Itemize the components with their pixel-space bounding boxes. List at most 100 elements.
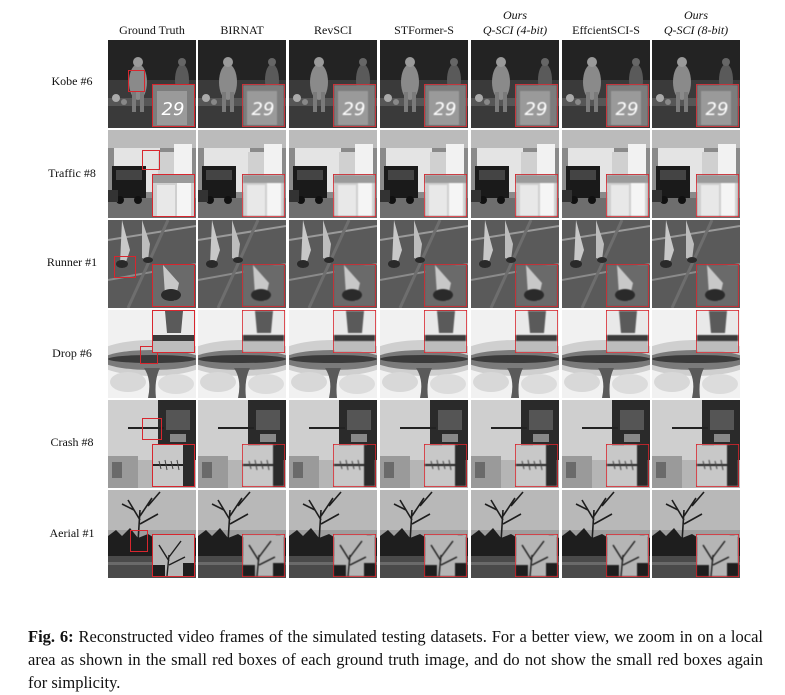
zoom-inset — [696, 264, 739, 307]
frame-aerial-col1 — [198, 490, 286, 578]
column-header-line: Ours — [683, 8, 708, 22]
zoom-inset — [242, 310, 285, 353]
zoom-jersey-number: 29 — [343, 99, 366, 120]
zoom-inset — [424, 310, 467, 353]
frame-crash-col6 — [652, 400, 740, 488]
zoom-inset — [152, 174, 195, 217]
zoom-inset: 29 — [515, 84, 558, 127]
frame-drop-col2 — [289, 310, 377, 398]
column-header: Ground Truth — [108, 23, 196, 38]
zoom-inset — [242, 174, 285, 217]
frame-runner-col0 — [108, 220, 196, 308]
frame-kobe-col2: 29 — [289, 40, 377, 128]
zoom-jersey-number: 29 — [616, 99, 639, 120]
zoom-jersey-number: 29 — [706, 99, 729, 120]
zoom-inset — [242, 264, 285, 307]
frame-aerial-col5 — [562, 490, 650, 578]
column-header-line: Q-SCI (8-bit) — [663, 23, 729, 37]
frame-crash-col3 — [380, 400, 468, 488]
zoom-inset — [333, 310, 376, 353]
frame-drop-col4 — [471, 310, 559, 398]
zoom-jersey-number: 29 — [162, 99, 185, 120]
frame-traffic-col1 — [198, 130, 286, 218]
column-header-line: EffcientSCI-S — [572, 23, 640, 37]
zoom-inset — [606, 534, 649, 577]
frame-aerial-col2 — [289, 490, 377, 578]
zoom-jersey-number: 29 — [434, 99, 457, 120]
frame-traffic-col0 — [108, 130, 196, 218]
zoom-inset — [696, 534, 739, 577]
column-header-line: Ours — [502, 8, 527, 22]
zoom-inset: 29 — [696, 84, 739, 127]
frame-kobe-col6: 29 — [652, 40, 740, 128]
zoom-inset — [515, 534, 558, 577]
column-header-line: RevSCI — [313, 23, 352, 37]
frame-drop-col0 — [108, 310, 196, 398]
figure-label: Fig. 6: — [28, 626, 74, 646]
frame-crash-col2 — [289, 400, 377, 488]
frame-runner-col3 — [380, 220, 468, 308]
frame-drop-col6 — [652, 310, 740, 398]
frame-aerial-col3 — [380, 490, 468, 578]
frame-traffic-col5 — [562, 130, 650, 218]
column-header: Ours Q-SCI (8-bit) — [652, 8, 740, 38]
zoom-inset — [242, 534, 285, 577]
zoom-inset — [515, 264, 558, 307]
frame-aerial-col4 — [471, 490, 559, 578]
zoom-inset — [606, 310, 649, 353]
zoom-inset — [333, 534, 376, 577]
frame-runner-col5 — [562, 220, 650, 308]
zoom-inset — [152, 444, 195, 487]
column-header-line: STFormer-S — [394, 23, 454, 37]
zoom-inset — [696, 444, 739, 487]
zoom-inset — [696, 174, 739, 217]
zoom-inset — [696, 310, 739, 353]
frame-runner-col4 — [471, 220, 559, 308]
column-header: Ours Q-SCI (4-bit) — [471, 8, 559, 38]
zoom-region-box — [114, 256, 136, 278]
zoom-inset — [152, 534, 195, 577]
zoom-inset — [333, 444, 376, 487]
zoom-inset — [152, 310, 195, 353]
zoom-inset — [606, 174, 649, 217]
row-label: Crash #8 — [50, 435, 94, 449]
figure-caption: Fig. 6: Reconstructed video frames of th… — [28, 625, 763, 694]
frame-crash-col4 — [471, 400, 559, 488]
row-label: Traffic #8 — [48, 166, 96, 180]
frame-traffic-col3 — [380, 130, 468, 218]
column-header: STFormer-S — [380, 23, 468, 38]
zoom-inset — [606, 444, 649, 487]
zoom-inset: 29 — [242, 84, 285, 127]
caption-text: Reconstructed video frames of the simula… — [28, 626, 763, 692]
zoom-inset: 29 — [606, 84, 649, 127]
frame-runner-col6 — [652, 220, 740, 308]
zoom-jersey-number: 29 — [252, 99, 275, 120]
zoom-inset — [152, 264, 195, 307]
frame-drop-col5 — [562, 310, 650, 398]
zoom-region-box — [140, 346, 158, 364]
zoom-inset — [333, 264, 376, 307]
zoom-region-box — [142, 150, 160, 170]
frame-crash-col5 — [562, 400, 650, 488]
row-label: Kobe #6 — [51, 74, 93, 88]
zoom-inset — [606, 264, 649, 307]
column-header-line: Ground Truth — [119, 23, 185, 37]
zoom-inset: 29 — [424, 84, 467, 127]
frame-drop-col1 — [198, 310, 286, 398]
zoom-inset — [424, 264, 467, 307]
frame-aerial-col6 — [652, 490, 740, 578]
frame-crash-col1 — [198, 400, 286, 488]
frame-kobe-col0: 29 — [108, 40, 196, 128]
zoom-inset: 29 — [333, 84, 376, 127]
frame-runner-col1 — [198, 220, 286, 308]
frame-traffic-col2 — [289, 130, 377, 218]
row-label: Aerial #1 — [49, 526, 95, 540]
zoom-inset — [515, 444, 558, 487]
row-label: Runner #1 — [46, 255, 98, 269]
zoom-region-box — [128, 70, 145, 92]
zoom-inset — [424, 534, 467, 577]
frame-kobe-col3: 29 — [380, 40, 468, 128]
zoom-inset — [424, 444, 467, 487]
zoom-inset — [333, 174, 376, 217]
column-header: EffcientSCI-S — [562, 23, 650, 38]
